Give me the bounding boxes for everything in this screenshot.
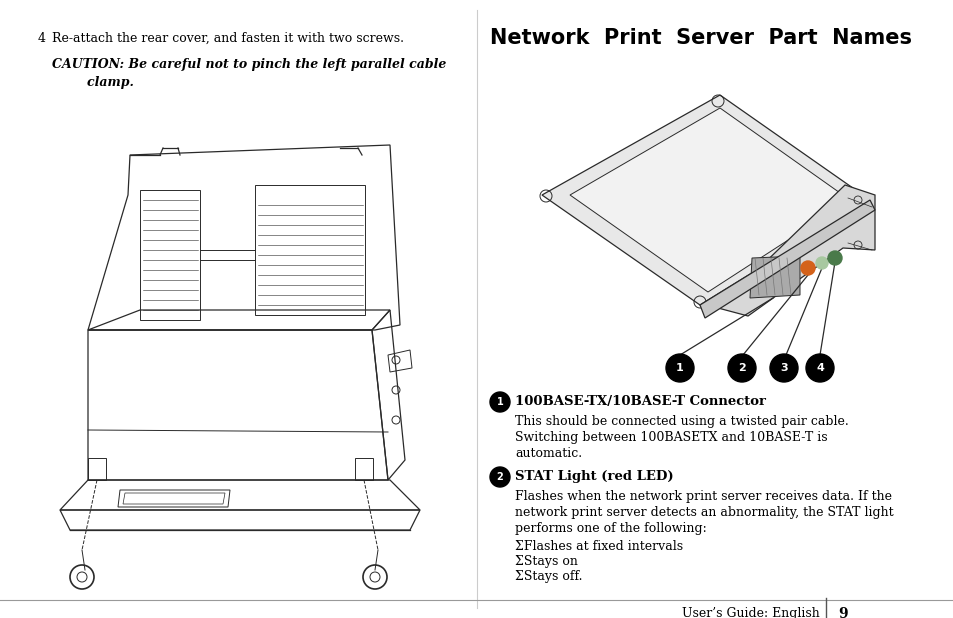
- Text: ΣFlashes at fixed intervals: ΣFlashes at fixed intervals: [515, 540, 682, 553]
- Bar: [355, 458, 373, 480]
- Text: 1: 1: [497, 397, 503, 407]
- Circle shape: [769, 354, 797, 382]
- Circle shape: [665, 354, 693, 382]
- Text: 2: 2: [738, 363, 745, 373]
- Circle shape: [827, 251, 841, 265]
- Circle shape: [801, 261, 814, 275]
- Text: 4: 4: [38, 32, 46, 45]
- Text: clamp.: clamp.: [52, 76, 133, 89]
- Polygon shape: [718, 185, 874, 316]
- Text: 1: 1: [676, 363, 683, 373]
- Text: ΣStays on: ΣStays on: [515, 555, 578, 568]
- Circle shape: [490, 467, 510, 487]
- Text: 2: 2: [497, 472, 503, 482]
- Text: 100BASE-TX/10BASE-T Connector: 100BASE-TX/10BASE-T Connector: [515, 395, 765, 408]
- Polygon shape: [541, 95, 869, 305]
- Circle shape: [815, 257, 827, 269]
- Text: User’s Guide: English: User’s Guide: English: [681, 607, 820, 618]
- Text: Re-attach the rear cover, and fasten it with two screws.: Re-attach the rear cover, and fasten it …: [52, 32, 403, 45]
- Polygon shape: [569, 108, 849, 292]
- Text: automatic.: automatic.: [515, 447, 581, 460]
- Text: CAUTION: Be careful not to pinch the left parallel cable: CAUTION: Be careful not to pinch the lef…: [52, 58, 446, 71]
- Bar: [88, 458, 106, 480]
- Text: Switching between 100BASETX and 10BASE-T is: Switching between 100BASETX and 10BASE-T…: [515, 431, 827, 444]
- Text: 3: 3: [780, 363, 787, 373]
- Circle shape: [727, 354, 755, 382]
- Circle shape: [490, 392, 510, 412]
- Text: 4: 4: [815, 363, 823, 373]
- Text: 9: 9: [837, 607, 846, 618]
- Text: performs one of the following:: performs one of the following:: [515, 522, 706, 535]
- Circle shape: [805, 354, 833, 382]
- Polygon shape: [749, 256, 800, 298]
- Text: ΣStays off.: ΣStays off.: [515, 570, 582, 583]
- Text: This should be connected using a twisted pair cable.: This should be connected using a twisted…: [515, 415, 848, 428]
- Text: Network  Print  Server  Part  Names: Network Print Server Part Names: [490, 28, 911, 48]
- Text: Flashes when the network print server receives data. If the: Flashes when the network print server re…: [515, 490, 891, 503]
- Text: STAT Light (red LED): STAT Light (red LED): [515, 470, 673, 483]
- Text: network print server detects an abnormality, the STAT light: network print server detects an abnormal…: [515, 506, 893, 519]
- Polygon shape: [700, 200, 874, 318]
